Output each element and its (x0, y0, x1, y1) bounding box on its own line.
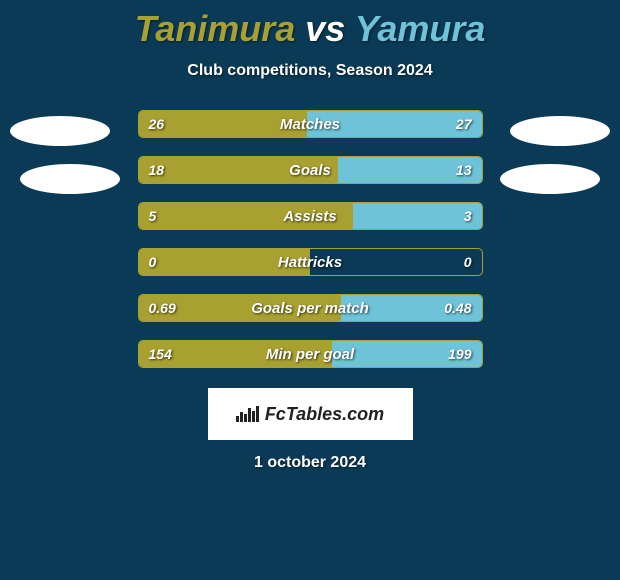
stat-label: Matches (139, 111, 482, 137)
page-title: Tanimura vs Yamura (0, 0, 620, 50)
stat-row-goals: 18 Goals 13 (138, 156, 483, 184)
stats-area: 26 Matches 27 18 Goals 13 5 Assists 3 0 … (0, 110, 620, 368)
player1-avatar-2 (20, 164, 120, 194)
stat-right-value: 0 (464, 249, 472, 275)
stat-row-assists: 5 Assists 3 (138, 202, 483, 230)
player2-avatar-1 (510, 116, 610, 146)
stat-row-hattricks: 0 Hattricks 0 (138, 248, 483, 276)
stat-label: Hattricks (139, 249, 482, 275)
vs-label: vs (305, 8, 345, 49)
stat-right-value: 3 (464, 203, 472, 229)
stat-row-matches: 26 Matches 27 (138, 110, 483, 138)
stat-right-value: 27 (456, 111, 472, 137)
stat-right-value: 0.48 (444, 295, 471, 321)
stat-row-min-per-goal: 154 Min per goal 199 (138, 340, 483, 368)
stat-row-goals-per-match: 0.69 Goals per match 0.48 (138, 294, 483, 322)
chart-icon (236, 406, 259, 422)
player1-name: Tanimura (135, 8, 296, 49)
stat-right-value: 199 (448, 341, 471, 367)
footer-date: 1 october 2024 (0, 454, 620, 472)
fctables-logo[interactable]: FcTables.com (208, 388, 413, 440)
player2-avatar-2 (500, 164, 600, 194)
player2-name: Yamura (355, 8, 486, 49)
stats-bars: 26 Matches 27 18 Goals 13 5 Assists 3 0 … (138, 110, 483, 368)
subtitle: Club competitions, Season 2024 (0, 62, 620, 80)
stat-label: Goals (139, 157, 482, 183)
stat-label: Min per goal (139, 341, 482, 367)
logo-text: FcTables.com (265, 404, 384, 425)
stat-label: Goals per match (139, 295, 482, 321)
stat-right-value: 13 (456, 157, 472, 183)
stat-label: Assists (139, 203, 482, 229)
player1-avatar-1 (10, 116, 110, 146)
